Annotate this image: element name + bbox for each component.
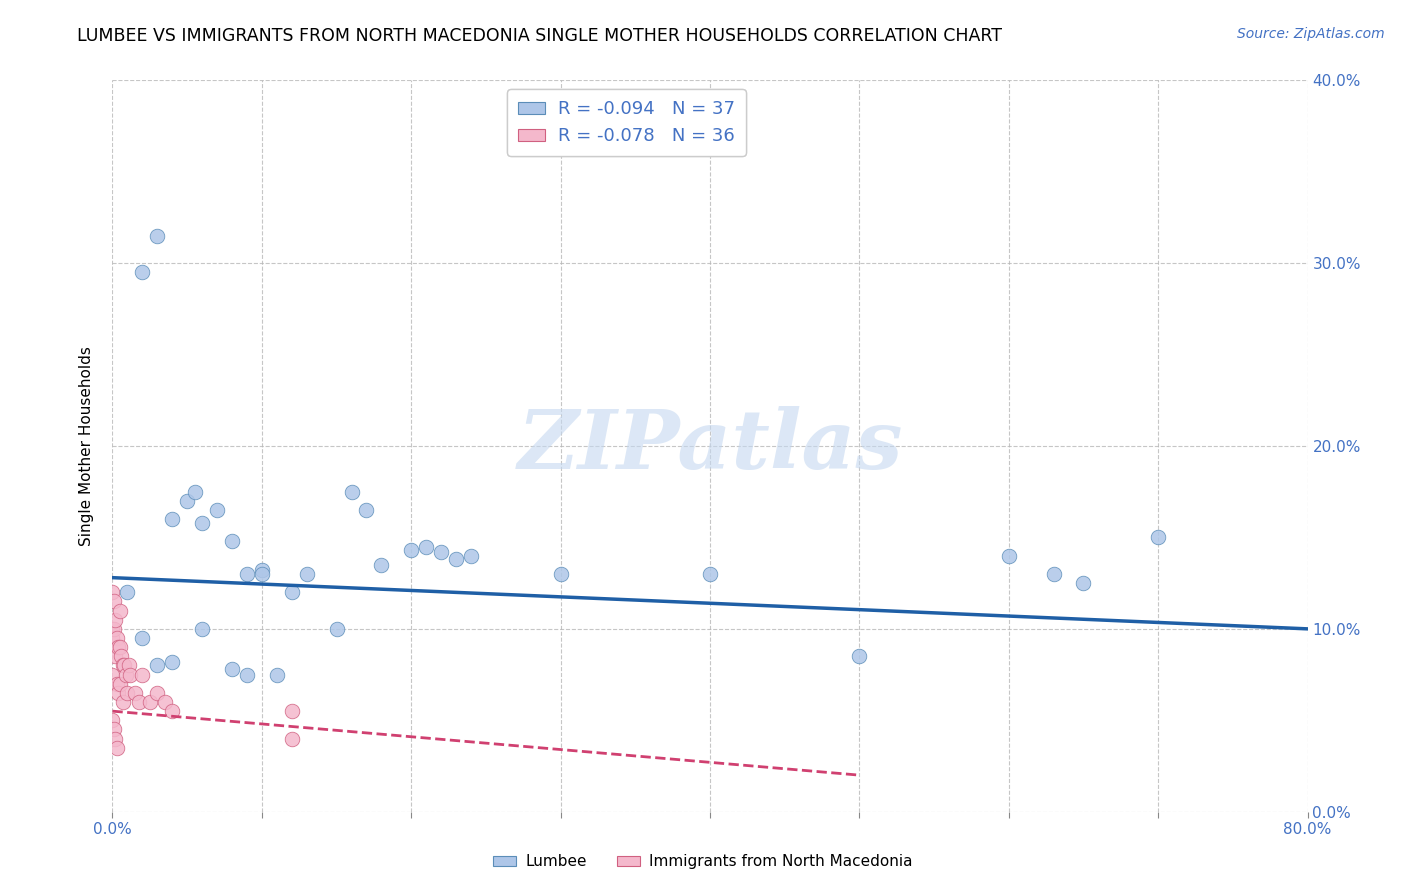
Point <box>176 494 198 508</box>
Point <box>107 686 129 700</box>
Point <box>110 649 132 664</box>
Point <box>107 640 129 655</box>
Point <box>105 676 128 690</box>
Point <box>370 558 392 572</box>
Point <box>131 631 153 645</box>
Point <box>699 567 721 582</box>
Point <box>131 265 153 279</box>
Point <box>114 658 135 673</box>
Point <box>117 686 139 700</box>
Point <box>101 585 124 599</box>
Point <box>162 704 183 718</box>
Point <box>117 585 139 599</box>
Point <box>101 667 124 681</box>
Point <box>444 552 467 566</box>
Point <box>998 549 1021 563</box>
Point <box>460 549 482 563</box>
Y-axis label: Single Mother Households: Single Mother Households <box>79 346 94 546</box>
Point <box>281 704 304 718</box>
Point <box>1147 530 1170 544</box>
Point <box>236 567 259 582</box>
Point <box>183 484 205 499</box>
Point <box>281 731 304 746</box>
Point <box>153 695 176 709</box>
Point <box>108 676 131 690</box>
Point <box>146 686 169 700</box>
Point <box>415 540 437 554</box>
Point <box>325 622 347 636</box>
Point <box>104 613 127 627</box>
Point <box>101 631 124 645</box>
Legend: R = -0.094   N = 37, R = -0.078   N = 36: R = -0.094 N = 37, R = -0.078 N = 36 <box>508 89 745 156</box>
Point <box>108 603 131 617</box>
Point <box>221 534 243 549</box>
Text: Source: ZipAtlas.com: Source: ZipAtlas.com <box>1237 27 1385 41</box>
Point <box>1042 567 1064 582</box>
Point <box>139 695 162 709</box>
Point <box>101 714 124 728</box>
Point <box>104 649 127 664</box>
Point <box>105 740 128 755</box>
Point <box>550 567 572 582</box>
Point <box>236 667 259 681</box>
Point <box>108 640 131 655</box>
Text: ZIPatlas: ZIPatlas <box>517 406 903 486</box>
Point <box>191 516 214 530</box>
Point <box>295 567 318 582</box>
Point <box>281 585 304 599</box>
Point <box>128 695 150 709</box>
Point <box>101 622 124 636</box>
Point <box>191 622 214 636</box>
Text: LUMBEE VS IMMIGRANTS FROM NORTH MACEDONIA SINGLE MOTHER HOUSEHOLDS CORRELATION C: LUMBEE VS IMMIGRANTS FROM NORTH MACEDONI… <box>77 27 1002 45</box>
Point <box>221 662 243 676</box>
Point <box>162 512 183 526</box>
Point <box>430 545 453 559</box>
Point <box>250 567 273 582</box>
Point <box>118 658 141 673</box>
Legend: Lumbee, Immigrants from North Macedonia: Lumbee, Immigrants from North Macedonia <box>486 848 920 875</box>
Point <box>103 594 125 608</box>
Point <box>103 723 125 737</box>
Point <box>266 667 288 681</box>
Point <box>162 655 183 669</box>
Point <box>111 658 134 673</box>
Point <box>401 543 423 558</box>
Point <box>120 667 142 681</box>
Point <box>1073 576 1095 591</box>
Point <box>250 563 273 577</box>
Point <box>111 695 134 709</box>
Point <box>848 649 870 664</box>
Point <box>115 667 138 681</box>
Point <box>103 622 125 636</box>
Point <box>146 228 169 243</box>
Point <box>104 731 127 746</box>
Point <box>131 667 153 681</box>
Point <box>356 503 378 517</box>
Point <box>105 631 128 645</box>
Point <box>146 658 169 673</box>
Point <box>340 484 363 499</box>
Point <box>205 503 228 517</box>
Point <box>124 686 146 700</box>
